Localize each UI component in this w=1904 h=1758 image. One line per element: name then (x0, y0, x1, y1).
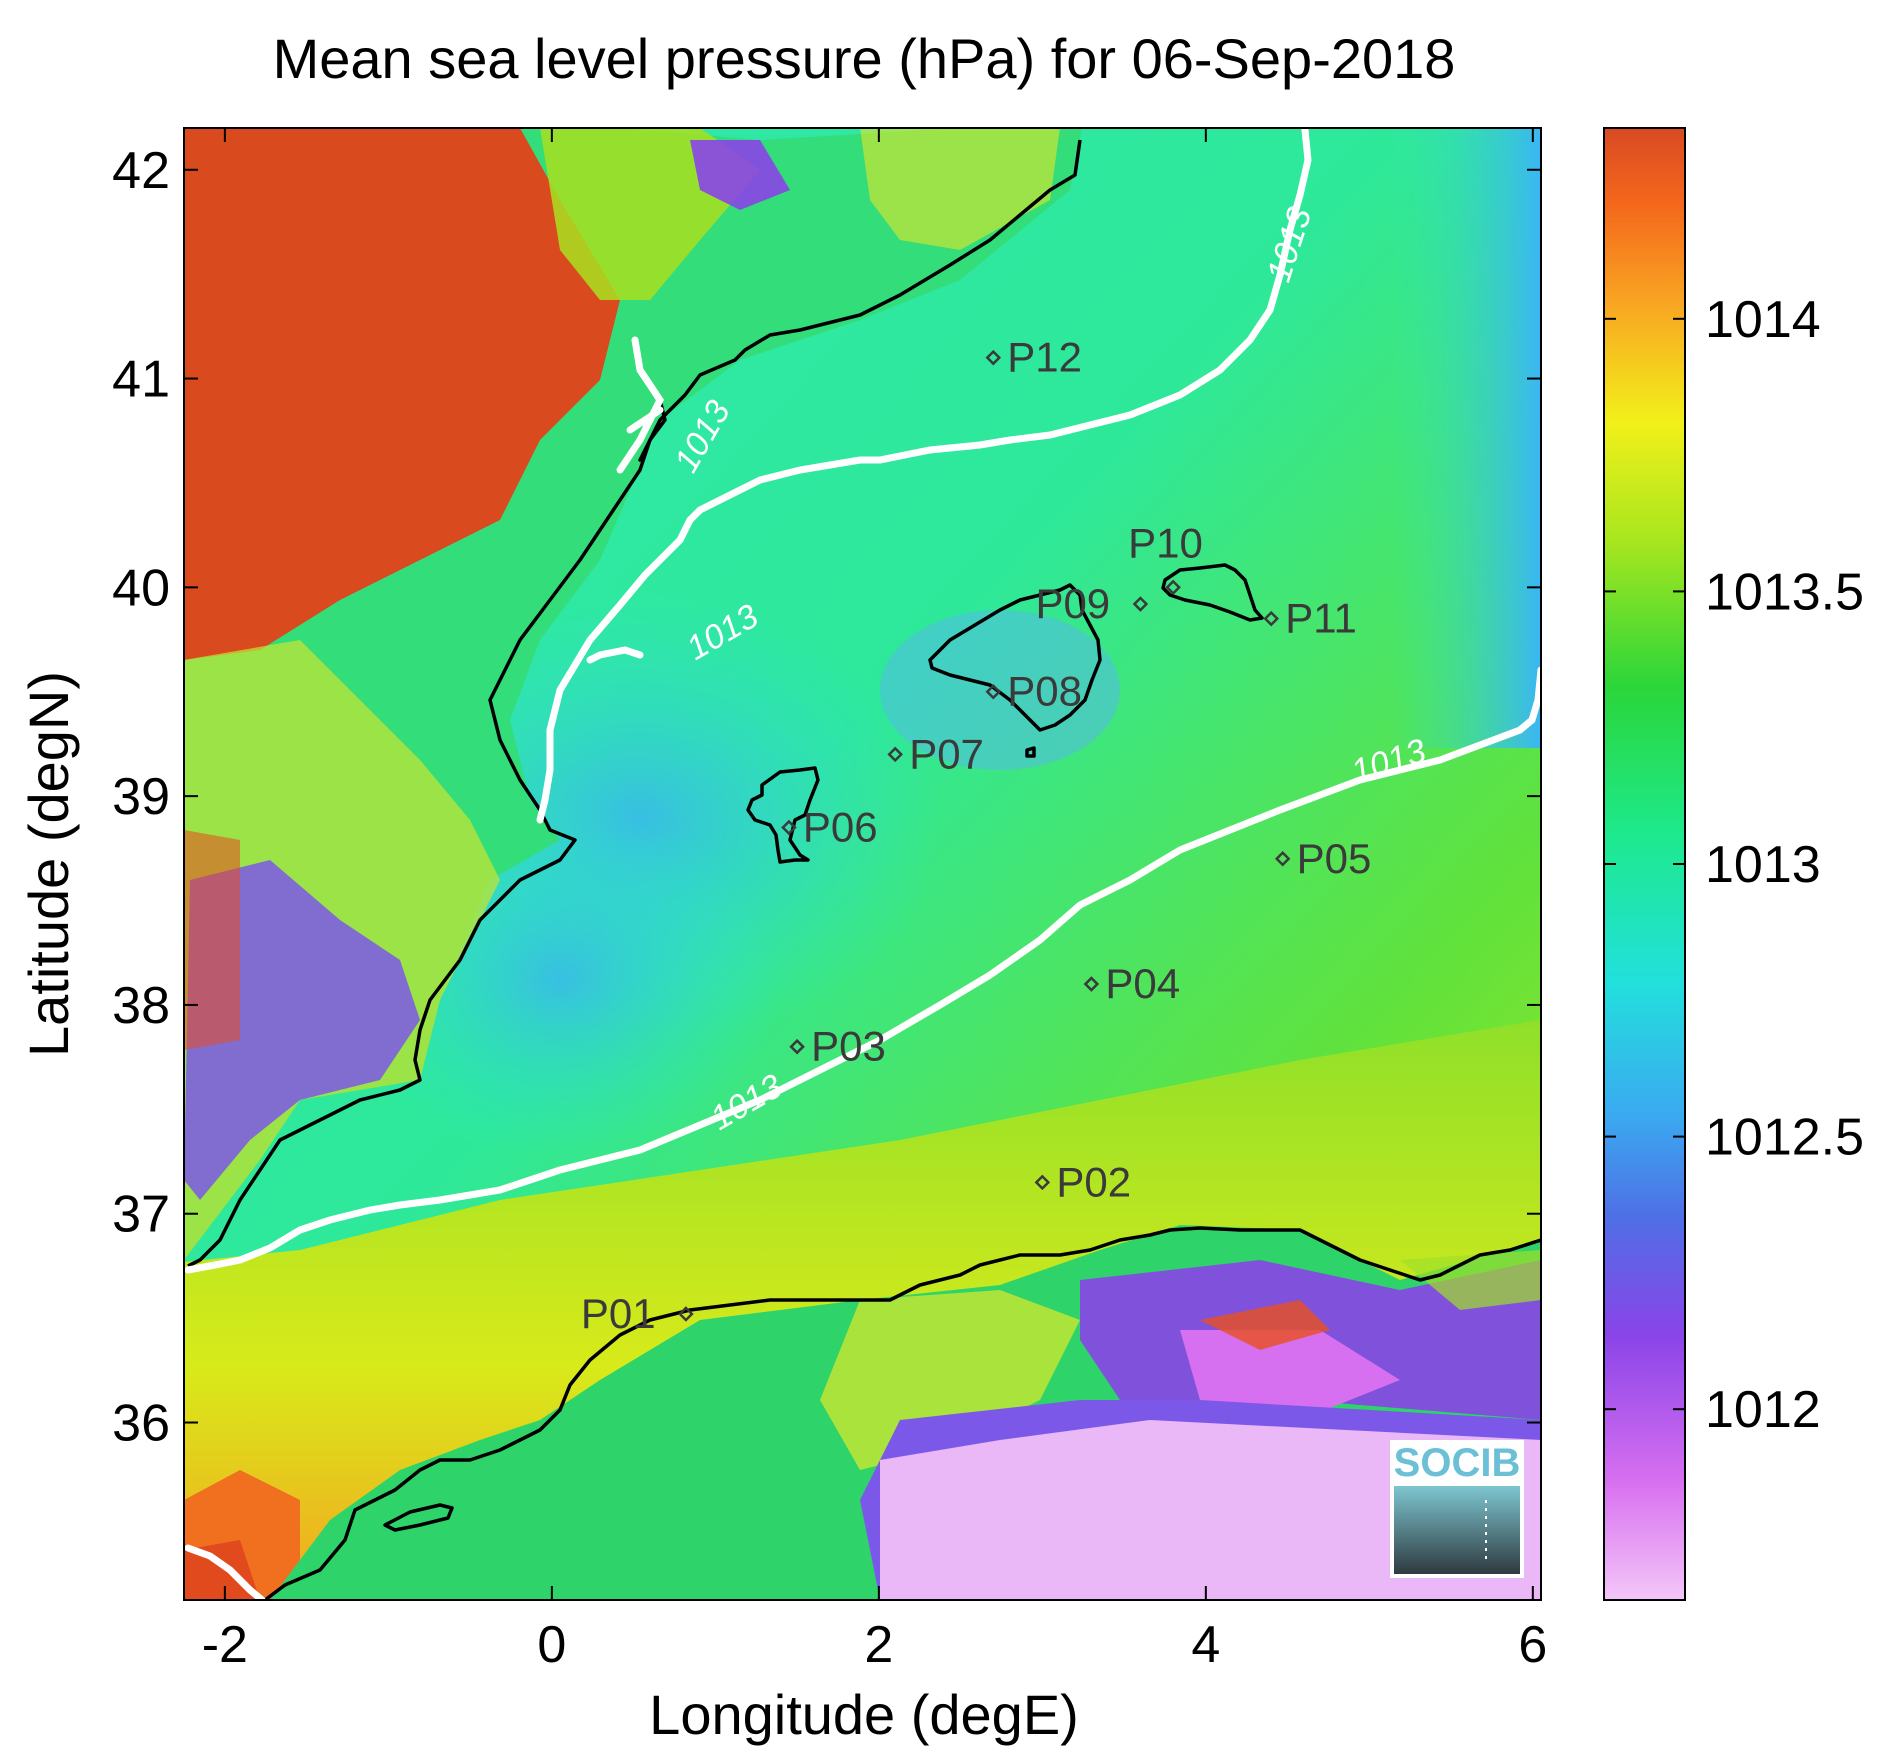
x-tick-label: 6 (1518, 1616, 1547, 1674)
coastlines (187, 139, 1541, 1600)
colorbar-tick-label: 1013.5 (1705, 563, 1864, 621)
colorbar-tick-label: 1013 (1705, 836, 1821, 894)
station-label: P12 (1007, 334, 1082, 381)
station-markers: P01 P02 P03 P04 P05 P06 P07 P08 P09 P10 P11 P12 (581, 334, 1371, 1337)
station-marker (678, 1306, 694, 1322)
station-marker (1263, 610, 1279, 627)
station-label: P08 (1007, 668, 1082, 715)
colorbar (1603, 127, 1686, 1601)
x-axis-label: Longitude (degE) (649, 1683, 1079, 1746)
colorbar-tick-label: 1014 (1705, 291, 1821, 349)
y-axis: 42 41 40 39 38 37 36 (112, 142, 1541, 1453)
y-axis-label: Latitude (degN) (17, 671, 80, 1057)
station-marker (1165, 579, 1181, 596)
y-tick-label: 37 (112, 1186, 170, 1244)
station-label: P01 (581, 1290, 656, 1337)
station-marker (789, 1038, 805, 1055)
station-label: P09 (1035, 580, 1110, 627)
station-label: P10 (1128, 519, 1203, 566)
colorbar-ticks: 1014 1013.5 1013 1012.5 1012 (1604, 291, 1864, 1439)
station-label: P06 (803, 803, 878, 850)
isobar-1013 (184, 128, 1541, 1600)
station-label: P04 (1105, 960, 1180, 1007)
socib-logo: SOCIB (1390, 1440, 1524, 1578)
station-label: P03 (811, 1023, 886, 1070)
x-tick-label: -2 (202, 1616, 248, 1674)
station-marker (1034, 1174, 1051, 1191)
station-label: P07 (909, 730, 984, 777)
pressure-field (184, 128, 1541, 1600)
station-label: P05 (1297, 835, 1372, 882)
station-marker (985, 349, 1002, 366)
station-marker (985, 683, 1002, 700)
x-axis: -2 0 2 4 6 (202, 128, 1547, 1674)
x-tick-label: 2 (864, 1616, 893, 1674)
y-tick-label: 40 (112, 559, 170, 617)
map-frame (183, 127, 1542, 1601)
y-tick-label: 38 (112, 977, 170, 1035)
y-tick-label: 42 (112, 142, 170, 200)
y-tick-label: 36 (112, 1395, 170, 1453)
station-marker (781, 819, 797, 836)
station-label: P02 (1056, 1158, 1131, 1205)
station-marker (1083, 976, 1100, 992)
chart-title: Mean sea level pressure (hPa) for 06-Sep… (273, 27, 1456, 90)
station-marker (887, 746, 903, 763)
logo-text: SOCIB (1394, 1441, 1521, 1485)
station-label: P11 (1285, 595, 1357, 642)
y-tick-label: 39 (112, 768, 170, 826)
colorbar-tick-label: 1012.5 (1705, 1109, 1864, 1167)
station-marker (1132, 596, 1149, 612)
x-tick-label: 4 (1191, 1616, 1220, 1674)
y-tick-label: 41 (112, 351, 170, 409)
colorbar-tick-label: 1012 (1705, 1381, 1821, 1439)
x-tick-label: 0 (537, 1616, 566, 1674)
station-marker (1274, 851, 1291, 867)
